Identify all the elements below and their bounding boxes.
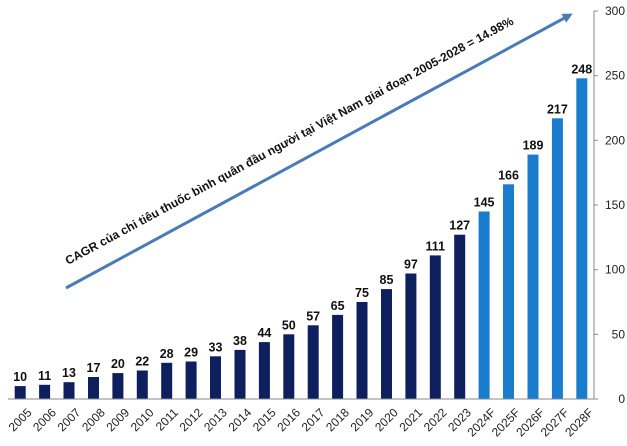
data-label-2006: 11 (38, 369, 51, 383)
data-label-2019: 75 (355, 286, 369, 300)
bar-2008 (88, 377, 99, 399)
x-tick-label-2028F: 2028F (562, 405, 596, 439)
x-tick-label-2006: 2006 (30, 405, 59, 434)
cagr-arrow (65, 13, 573, 290)
x-tick-label-2016: 2016 (274, 405, 303, 434)
data-label-2022: 111 (426, 239, 446, 253)
x-tick-label-2020: 2020 (372, 405, 401, 434)
data-label-2025F: 166 (498, 168, 519, 182)
y-tick-label-150: 150 (605, 198, 625, 212)
cagr-annotation: CAGR của chi tiêu thuốc bình quân đầu ng… (63, 13, 573, 290)
data-label-2011: 28 (160, 347, 174, 361)
x-tick-label-2007: 2007 (55, 405, 84, 434)
x-tick-label-2018: 2018 (323, 405, 352, 434)
data-label-2021: 97 (404, 258, 418, 272)
data-label-2014: 38 (233, 334, 247, 348)
x-tick-label-2009: 2009 (103, 405, 132, 434)
data-label-2024F: 145 (474, 196, 495, 210)
x-tick-label-2010: 2010 (128, 405, 157, 434)
x-tick-label-2017: 2017 (299, 405, 328, 434)
x-tick-label-2019: 2019 (348, 405, 377, 434)
y-tick-label-100: 100 (605, 263, 625, 277)
data-label-2027F: 217 (547, 102, 568, 116)
data-label-2016: 50 (282, 318, 296, 332)
bar-2025F (503, 184, 514, 399)
bar-2023 (454, 234, 466, 399)
data-label-2017: 57 (306, 309, 320, 323)
data-label-2028F: 248 (571, 62, 592, 76)
y-tick-label-200: 200 (605, 133, 625, 147)
bar-2027F (551, 118, 563, 400)
x-tick-label-2015: 2015 (250, 405, 279, 434)
x-tick-label-2022: 2022 (421, 405, 450, 434)
data-label-2018: 65 (331, 299, 345, 313)
x-tick-label-2014: 2014 (226, 405, 255, 434)
data-label-2010: 22 (135, 355, 149, 369)
bar-2009 (112, 373, 124, 399)
data-label-2015: 44 (257, 326, 271, 340)
bar-2021 (405, 273, 417, 399)
y-tick-label-300: 300 (605, 4, 625, 18)
data-label-2023: 127 (449, 219, 470, 233)
bar-2016 (283, 334, 295, 399)
data-label-2026F: 189 (523, 139, 544, 153)
bar-2010 (136, 370, 148, 399)
bar-2014 (234, 349, 246, 399)
bar-2005 (14, 386, 26, 399)
bar-2019 (356, 302, 368, 399)
y-tick-label-50: 50 (612, 327, 626, 341)
bar-2024F (478, 211, 490, 399)
bar-2011 (161, 362, 173, 399)
bar-2026F (527, 154, 539, 399)
data-label-2012: 29 (184, 346, 198, 360)
data-label-2007: 13 (62, 366, 76, 380)
bar-2012 (185, 361, 197, 399)
bars-group (14, 78, 588, 400)
cagr-annotation-text: CAGR của chi tiêu thuốc bình quân đầu ng… (63, 14, 516, 268)
bar-2006 (39, 384, 51, 399)
bar-2020 (381, 289, 392, 399)
data-label-2013: 33 (209, 340, 223, 354)
data-label-2009: 20 (111, 357, 125, 371)
data-label-2020: 85 (380, 273, 394, 287)
y-tick-label-0: 0 (618, 392, 625, 406)
data-label-2008: 17 (87, 361, 101, 375)
x-axis: 2005200620072008200920102011201220132014… (6, 398, 596, 439)
bar-2018 (332, 314, 344, 399)
bar-2013 (210, 356, 221, 399)
y-axis: 0 50 100 150 200 250 300 (593, 4, 626, 406)
bar-2022 (429, 255, 441, 399)
x-tick-label-2008: 2008 (79, 405, 108, 434)
data-labels-group: 10 11 13 17 20 22 28 29 33 38 44 50 57 65 75 85 97 111127… (13, 62, 592, 384)
data-label-2005: 10 (13, 370, 27, 384)
x-tick-label-2011: 2011 (153, 405, 181, 433)
bar-2017 (307, 325, 319, 399)
x-tick-label-2012: 2012 (177, 405, 206, 434)
bar-2028F (576, 78, 588, 400)
y-tick-label-250: 250 (605, 69, 625, 83)
bar-2015 (258, 342, 270, 399)
x-tick-label-2013: 2013 (201, 405, 230, 434)
x-tick-label-2005: 2005 (6, 405, 35, 434)
x-tick-label-2021: 2021 (396, 405, 425, 434)
bar-2007 (63, 382, 75, 399)
